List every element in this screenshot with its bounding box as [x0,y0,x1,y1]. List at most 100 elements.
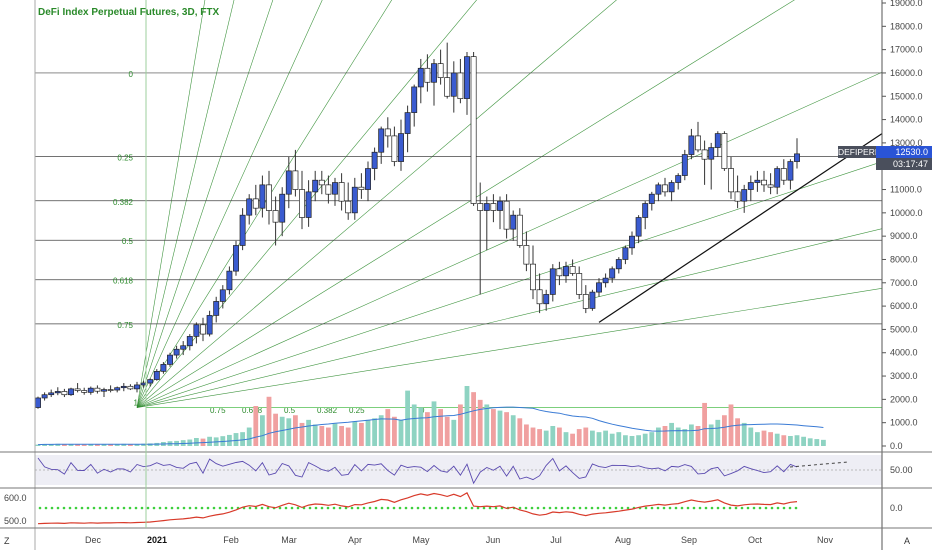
candle-body [325,184,332,195]
osc-zero-dot [770,506,774,510]
time-axis-label: Dec [85,535,102,545]
candle-body [371,151,378,169]
candle-body [556,268,563,277]
volume-bar [722,415,727,446]
osc-zero-dot [572,506,576,510]
candle-body [774,168,781,188]
fib-level-label: 0.382 [113,198,134,207]
candle-body [180,345,187,350]
candle-body [54,391,61,394]
candle-body [186,336,193,347]
fan-line [136,0,323,408]
candle-body [747,182,754,190]
candle-body [655,184,662,195]
volume-bar [378,415,384,446]
volume-bar [405,390,410,446]
candle-body [563,266,569,277]
price-tick-label: 9000.0 [890,231,918,241]
osc-zero-dot [50,506,54,510]
time-axis-label: 2021 [147,535,167,545]
osc-zero-dot [722,506,726,510]
osc-zero-dot [746,506,750,510]
candle-body [384,128,391,137]
volume-bar [81,444,87,446]
volume-bar [141,443,146,446]
osc-zero-dot [176,506,180,510]
time-axis-label: Aug [615,535,631,545]
osc-zero-dot [608,506,612,510]
osc-zero-dot [560,506,564,510]
volume-bar [504,412,509,446]
volume-bar [807,438,813,446]
candle-body [351,186,358,214]
osc-line [37,491,798,525]
candle-body [120,385,127,389]
volume-bar [101,444,107,446]
volume-bar [279,416,285,446]
candle-body [292,170,299,190]
volume-bar [365,419,371,446]
osc-zero-dot [794,506,798,510]
osc-zero-dot [206,506,210,510]
volume-bar [88,444,94,446]
osc-zero-dot [788,506,792,510]
candle-body [662,184,668,193]
price-tick-label: 18000.0 [890,21,923,31]
volume-bar [768,432,773,446]
candle-body [68,388,74,396]
osc-zero-dot [710,506,714,510]
volume-bar [530,427,536,446]
osc-zero-dot [752,506,756,510]
osc-zero-dot [224,506,228,510]
volume-bar [326,427,331,446]
osc-zero-dot [716,506,720,510]
volume-bar [286,418,292,446]
volume-bar [240,432,245,446]
candle-body [318,179,325,186]
osc-zero-dot [98,506,102,510]
osc-zero-dot [674,506,678,510]
volume-bar [563,432,569,446]
volume-bar [293,415,298,446]
candle-body [140,382,147,386]
candle-body [127,385,134,390]
osc-zero-dot [662,506,666,510]
volume-bar [669,422,674,446]
volume-bar [801,436,806,446]
candle-body [457,72,464,99]
osc-zero-dot [452,506,456,510]
osc-zero-dot [566,506,570,510]
osc-zero-dot [200,506,204,510]
time-axis-label: Jun [486,535,501,545]
price-tick-label: 4000.0 [890,348,918,358]
candle-body [226,270,233,291]
candle-body [648,193,655,204]
osc-left-tick-label: 500.0 [4,516,27,526]
volume-bar [623,435,628,446]
osc-zero-dot [152,506,156,510]
osc-zero-dot [620,506,624,510]
fib-level-label: 1 [134,399,139,408]
price-tick-label: 1000.0 [890,418,918,428]
candle-body [173,348,180,356]
auto-scale-corner[interactable]: A [904,536,911,546]
zoom-corner-left[interactable]: Z [4,536,10,546]
volume-bar [332,423,338,446]
candle-body [708,147,715,160]
fan-line [136,228,883,408]
osc-zero-dot [476,506,480,510]
volume-bar [48,444,54,446]
osc-zero-dot [530,506,534,510]
candle-body [272,210,279,223]
candle-body [305,191,312,218]
volume-bar [471,392,476,446]
volume-bar [689,424,694,446]
volume-bar [675,427,681,446]
fan-line [136,0,477,408]
price-tick-label: 5000.0 [890,324,918,334]
osc-zero-dot [728,506,732,510]
volume-bar [603,430,608,446]
candle-body [338,182,345,202]
osc-zero-dot [626,506,630,510]
